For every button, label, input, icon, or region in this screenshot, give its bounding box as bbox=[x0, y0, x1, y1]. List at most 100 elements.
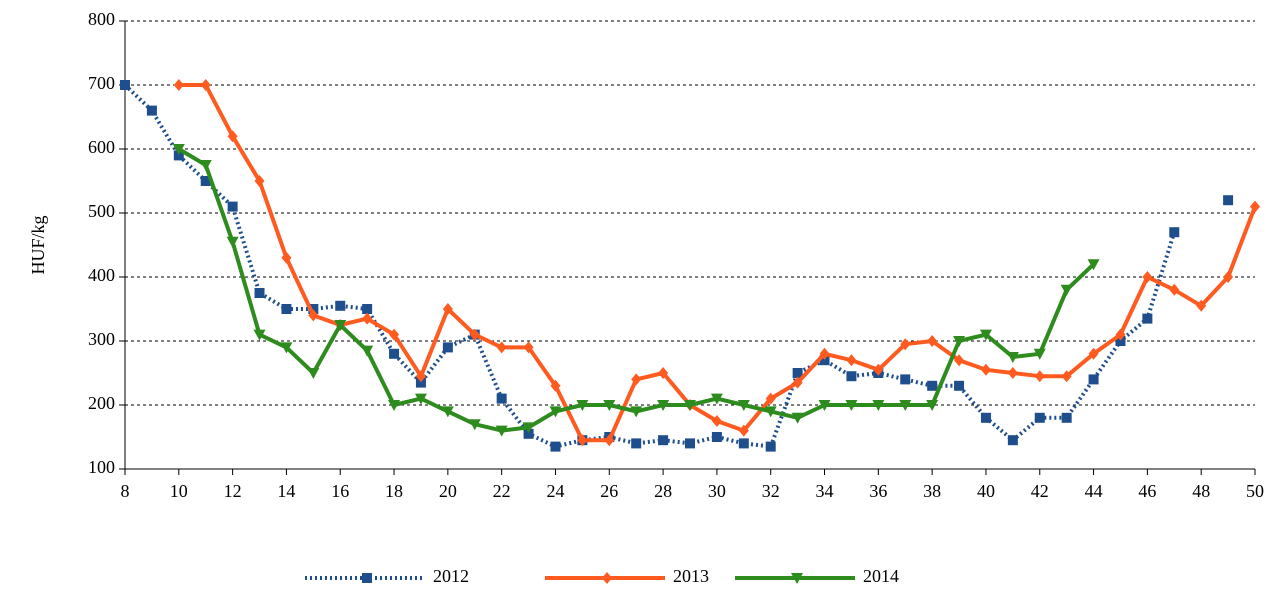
marker bbox=[1223, 271, 1234, 283]
marker bbox=[791, 412, 804, 424]
marker bbox=[899, 400, 912, 411]
marker bbox=[523, 341, 534, 354]
marker bbox=[415, 377, 426, 388]
marker bbox=[120, 80, 130, 90]
marker bbox=[334, 320, 347, 331]
marker bbox=[630, 406, 643, 418]
marker bbox=[1060, 284, 1073, 296]
marker bbox=[711, 432, 722, 442]
x-tick-label: 32 bbox=[762, 481, 780, 501]
marker bbox=[1169, 227, 1180, 238]
y-tick-label: 500 bbox=[88, 201, 115, 221]
marker bbox=[307, 368, 320, 379]
x-tick-label: 44 bbox=[1085, 481, 1103, 501]
x-tick-label: 42 bbox=[1031, 481, 1049, 501]
marker bbox=[496, 341, 507, 354]
marker bbox=[361, 345, 374, 357]
marker bbox=[389, 348, 400, 359]
y-tick-label: 600 bbox=[88, 137, 115, 157]
marker bbox=[1033, 348, 1046, 360]
marker bbox=[522, 422, 535, 434]
marker bbox=[900, 338, 911, 351]
legend-label: 2012 bbox=[433, 566, 469, 586]
x-tick-label: 26 bbox=[600, 481, 618, 501]
marker bbox=[1115, 328, 1126, 341]
marker bbox=[819, 347, 830, 360]
legend-label: 2013 bbox=[673, 566, 709, 586]
marker bbox=[441, 406, 454, 418]
marker bbox=[738, 424, 749, 437]
x-tick-label: 48 bbox=[1192, 481, 1210, 501]
marker bbox=[496, 393, 507, 404]
x-tick-label: 18 bbox=[385, 481, 403, 501]
marker bbox=[468, 419, 481, 431]
marker bbox=[927, 335, 938, 347]
marker bbox=[1223, 195, 1234, 206]
marker bbox=[631, 373, 642, 386]
marker bbox=[1007, 435, 1018, 446]
marker bbox=[1034, 412, 1045, 423]
marker bbox=[927, 380, 938, 391]
marker bbox=[199, 160, 212, 171]
marker bbox=[900, 374, 911, 385]
marker bbox=[980, 363, 991, 376]
marker bbox=[254, 175, 265, 187]
marker bbox=[953, 336, 966, 347]
marker bbox=[711, 415, 722, 427]
marker bbox=[388, 400, 401, 411]
marker bbox=[710, 393, 723, 405]
marker bbox=[980, 412, 991, 423]
marker bbox=[631, 438, 642, 449]
marker bbox=[1142, 271, 1153, 283]
marker bbox=[604, 434, 615, 447]
x-tick-label: 28 bbox=[654, 481, 672, 501]
marker bbox=[845, 400, 858, 411]
marker bbox=[846, 354, 857, 367]
marker bbox=[415, 370, 426, 383]
marker bbox=[657, 400, 670, 411]
y-axis-label: HUF/kg bbox=[28, 215, 48, 274]
marker bbox=[442, 342, 453, 353]
y-tick-label: 100 bbox=[88, 457, 115, 477]
x-tick-label: 36 bbox=[869, 481, 887, 501]
marker bbox=[1142, 313, 1153, 324]
marker bbox=[926, 400, 939, 411]
marker bbox=[658, 367, 669, 379]
y-tick-label: 700 bbox=[88, 73, 115, 93]
marker bbox=[281, 251, 292, 264]
marker bbox=[253, 329, 266, 341]
y-tick-label: 400 bbox=[88, 265, 115, 285]
marker bbox=[792, 368, 803, 378]
marker bbox=[791, 573, 803, 584]
marker bbox=[362, 304, 373, 314]
marker bbox=[872, 400, 885, 411]
marker bbox=[172, 144, 185, 155]
marker bbox=[792, 376, 803, 389]
marker bbox=[954, 380, 965, 391]
marker bbox=[1061, 412, 1072, 423]
marker bbox=[603, 400, 616, 411]
x-tick-label: 38 bbox=[923, 481, 941, 501]
marker bbox=[765, 392, 776, 405]
marker bbox=[873, 363, 884, 376]
marker bbox=[550, 441, 561, 452]
x-tick-label: 20 bbox=[439, 481, 457, 501]
marker bbox=[523, 428, 534, 439]
marker bbox=[1088, 347, 1099, 360]
marker bbox=[280, 342, 293, 354]
marker bbox=[254, 288, 265, 298]
marker bbox=[200, 176, 211, 186]
marker bbox=[146, 105, 157, 116]
marker bbox=[738, 438, 749, 449]
marker bbox=[550, 379, 561, 392]
x-tick-label: 12 bbox=[224, 481, 242, 501]
marker bbox=[658, 435, 669, 446]
marker bbox=[602, 572, 612, 584]
marker bbox=[414, 393, 427, 405]
marker bbox=[226, 236, 239, 248]
marker bbox=[1006, 352, 1019, 363]
marker bbox=[1061, 370, 1072, 383]
marker bbox=[685, 438, 695, 449]
marker bbox=[764, 406, 777, 418]
marker bbox=[1250, 200, 1260, 213]
